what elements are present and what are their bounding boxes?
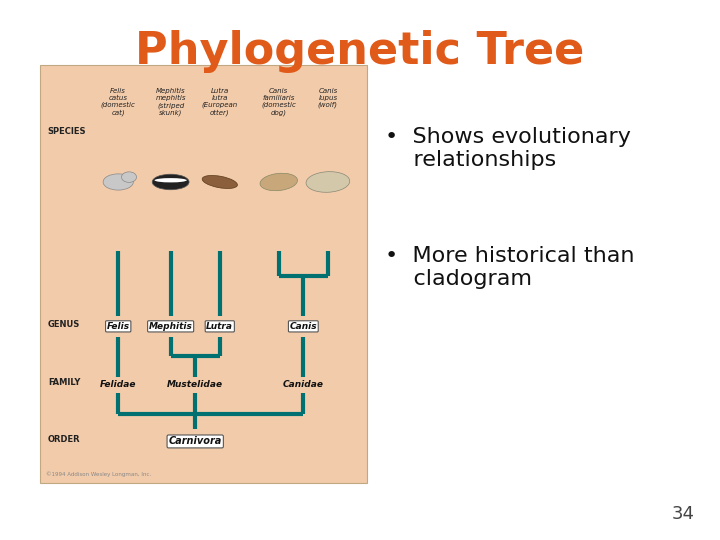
- Text: ORDER: ORDER: [48, 435, 81, 444]
- Text: Felidae: Felidae: [100, 381, 137, 389]
- Ellipse shape: [260, 173, 297, 191]
- Ellipse shape: [103, 174, 133, 190]
- Text: Canis
familiaris
(domestic
dog): Canis familiaris (domestic dog): [261, 88, 296, 116]
- Text: Canidae: Canidae: [283, 381, 324, 389]
- Ellipse shape: [155, 178, 186, 183]
- Text: Canis: Canis: [289, 322, 317, 331]
- Bar: [40, 65, 367, 483]
- Text: Felis: Felis: [107, 322, 130, 331]
- Ellipse shape: [306, 172, 350, 192]
- Text: Mephitis
mephitis
(striped
skunk): Mephitis mephitis (striped skunk): [156, 88, 186, 116]
- Text: •  Shows evolutionary
    relationships: • Shows evolutionary relationships: [385, 127, 631, 170]
- Text: 34: 34: [672, 505, 695, 523]
- Text: ©1994 Addison Wesley Longman, Inc.: ©1994 Addison Wesley Longman, Inc.: [46, 471, 151, 477]
- Text: •  More historical than
    cladogram: • More historical than cladogram: [385, 246, 635, 289]
- Text: Lutra
lutra
(European
otter): Lutra lutra (European otter): [202, 88, 238, 116]
- Text: FAMILY: FAMILY: [48, 379, 80, 387]
- Text: Phylogenetic Tree: Phylogenetic Tree: [135, 30, 585, 73]
- Text: Felis
catus
(domestic
cat): Felis catus (domestic cat): [101, 88, 135, 116]
- Text: Carnivora: Carnivora: [168, 436, 222, 447]
- Ellipse shape: [122, 172, 137, 183]
- Text: Canis
lupus
(wolf): Canis lupus (wolf): [318, 88, 338, 109]
- Ellipse shape: [152, 174, 189, 190]
- Text: Lutra: Lutra: [207, 322, 233, 331]
- Text: SPECIES: SPECIES: [48, 127, 86, 136]
- Text: Mustelidae: Mustelidae: [167, 381, 223, 389]
- Ellipse shape: [202, 176, 238, 188]
- Text: Mephitis: Mephitis: [149, 322, 192, 331]
- Text: GENUS: GENUS: [48, 320, 80, 329]
